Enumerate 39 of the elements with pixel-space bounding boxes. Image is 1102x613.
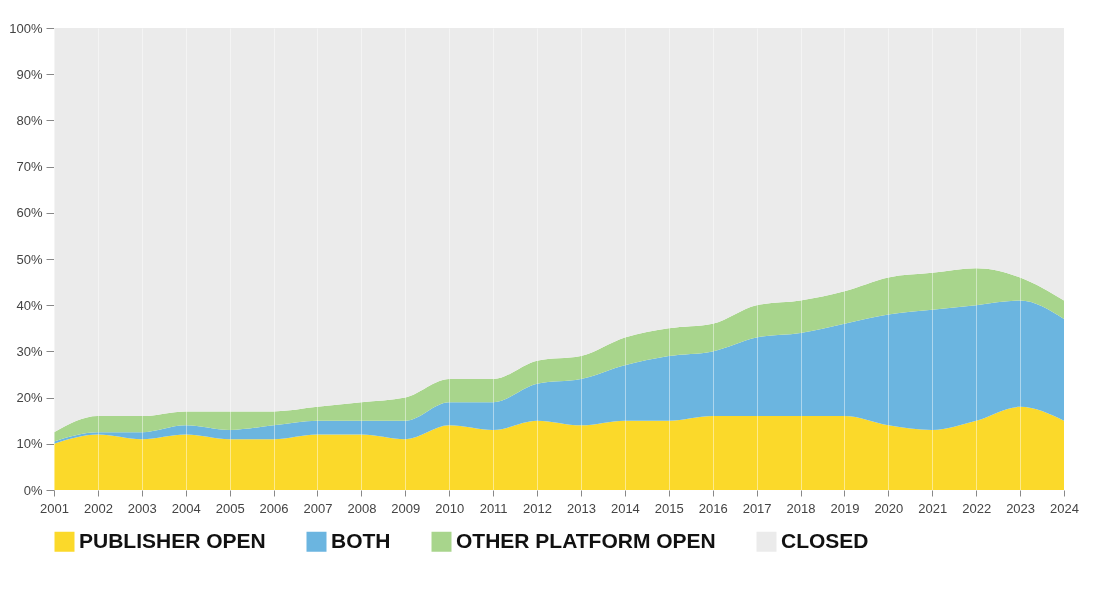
x-tick-label: 2002 [83, 500, 113, 516]
x-tick-label: 2008 [347, 500, 377, 516]
x-tick-label: 2006 [259, 500, 289, 516]
y-tick-label: 100% [9, 20, 43, 36]
y-tick-label: 50% [16, 251, 43, 267]
y-tick-label: 90% [16, 66, 43, 82]
x-tick-label: 2011 [479, 500, 508, 516]
x-tick-label: 2007 [303, 500, 333, 516]
x-tick-label: 2017 [742, 500, 772, 516]
x-tick-label: 2001 [40, 500, 69, 516]
x-tick-label: 2014 [610, 500, 640, 516]
legend-label: CLOSED [781, 528, 869, 552]
x-tick-label: 2016 [698, 500, 728, 516]
x-tick-label: 2004 [171, 500, 201, 516]
legend-label: PUBLISHER OPEN [79, 528, 266, 552]
x-tick-label: 2022 [962, 500, 992, 516]
x-tick-label: 2024 [1050, 500, 1079, 516]
y-tick-label: 10% [16, 436, 43, 452]
legend-label: BOTH [331, 528, 391, 552]
x-tick-label: 2020 [874, 500, 904, 516]
x-tick-label: 2021 [918, 500, 948, 516]
x-tick-label: 2003 [127, 500, 157, 516]
x-tick-label: 2015 [654, 500, 684, 516]
x-tick-label: 2018 [786, 500, 816, 516]
x-tick-label: 2013 [567, 500, 596, 516]
y-tick-label: 30% [16, 343, 43, 359]
y-tick-label: 80% [16, 112, 43, 128]
legend-label: OTHER PLATFORM OPEN [456, 528, 716, 552]
x-tick-label: 2023 [1006, 500, 1036, 516]
x-tick-label: 2019 [830, 500, 860, 516]
y-tick-label: 20% [16, 390, 43, 406]
y-tick-label: 40% [16, 297, 43, 313]
x-tick-label: 2012 [523, 500, 552, 516]
x-tick-label: 2005 [215, 500, 245, 516]
y-tick-label: 70% [16, 159, 43, 175]
y-tick-label: 60% [16, 205, 43, 221]
x-tick-label: 2010 [435, 500, 465, 516]
x-tick-label: 2009 [391, 500, 421, 516]
y-tick-label: 0% [23, 482, 43, 498]
